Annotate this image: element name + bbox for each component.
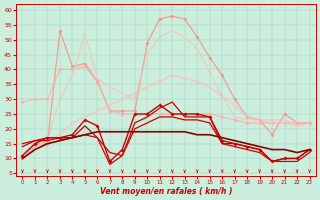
X-axis label: Vent moyen/en rafales ( km/h ): Vent moyen/en rafales ( km/h ) xyxy=(100,187,232,196)
